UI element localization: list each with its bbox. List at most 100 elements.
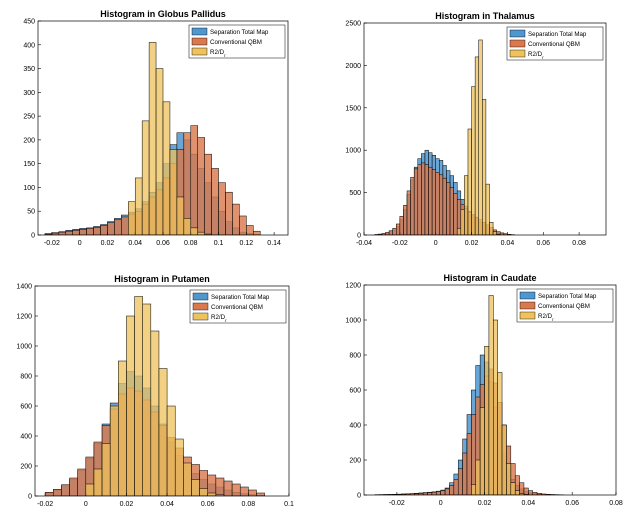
- histogram-bar-conventional: [431, 169, 436, 235]
- x-tick-label: 0.14: [267, 240, 281, 247]
- legend-label: Conventional QBM: [211, 304, 263, 311]
- histogram-bar-conventional: [471, 414, 476, 495]
- y-tick-label: 800: [20, 374, 32, 381]
- histogram-bar-conventional: [190, 125, 198, 235]
- histogram-bar-conventional: [436, 491, 441, 495]
- legend-label: R2/Dr: [211, 314, 227, 323]
- histogram-bar-conventional: [453, 193, 458, 235]
- histogram-bar-r2dr: [485, 183, 490, 235]
- histogram-bar-conventional: [466, 433, 472, 495]
- histogram-bar-r2dr: [199, 488, 208, 496]
- panel-thalamus: Histogram in Thalamus -0.04 -0.02 0 0.02 0.0…: [345, 11, 607, 247]
- histogram-bar-r2dr: [150, 330, 160, 496]
- x-tick-label: 0.06: [536, 240, 550, 247]
- x-tick-label: 0.04: [160, 501, 174, 508]
- histogram-bar-r2dr: [456, 227, 462, 235]
- legend-swatch: [191, 47, 208, 56]
- legend-label: Conventional QBM: [210, 39, 262, 46]
- legend-swatch: [519, 301, 536, 310]
- y-tick-label: 50: [27, 209, 35, 216]
- histogram-bar-conventional: [86, 228, 94, 235]
- panel-title: Histogram in Putamen: [114, 274, 210, 284]
- histogram-bar-r2dr: [85, 483, 95, 496]
- histogram-bar-conventional: [523, 487, 529, 495]
- y-tick-label: 200: [23, 137, 35, 144]
- panel-globus-pallidus: Histogram in Globus Pallidus -0.02 0 0.02 0…: [23, 9, 289, 247]
- histogram-bar-r2dr: [460, 209, 465, 235]
- x-tick-label: 0.02: [101, 240, 115, 247]
- y-tick-label: 350: [23, 66, 35, 73]
- y-tick-label: 1200: [345, 283, 361, 290]
- histogram-bar-r2dr: [197, 231, 205, 235]
- histogram-bar-r2dr: [155, 68, 164, 235]
- legend-label: Separation Total Map: [538, 293, 597, 300]
- histogram-bar-conventional: [114, 219, 122, 235]
- histogram-bar-r2dr: [141, 120, 150, 235]
- histogram-bar-r2dr: [93, 468, 103, 496]
- histogram-bar-conventional: [462, 452, 468, 495]
- histogram-bar-conventional: [519, 482, 525, 495]
- legend-label: R2/Dr: [528, 51, 544, 60]
- bars-group: [374, 295, 564, 495]
- histogram-bar-r2dr: [109, 405, 119, 496]
- x-tick-label: -0.04: [356, 240, 372, 247]
- y-tick-label: 600: [349, 388, 361, 395]
- panel-title: Histogram in Globus Pallidus: [100, 9, 226, 19]
- histogram-bar-conventional: [79, 229, 87, 235]
- y-tick-label: 300: [23, 90, 35, 97]
- histogram-bar-conventional: [53, 489, 62, 496]
- y-tick-label: 150: [23, 161, 35, 168]
- histogram-bar-conventional: [93, 227, 101, 235]
- histogram-bar-conventional: [211, 168, 219, 235]
- y-tick-label: 100: [23, 185, 35, 192]
- x-tick-label: 0.06: [201, 501, 215, 508]
- legend: Separation Total Map Conventional QBM R2/D…: [189, 289, 287, 324]
- histogram-bar-conventional: [218, 182, 226, 235]
- x-tick-label: -0.02: [389, 500, 405, 507]
- histogram-bar-conventional: [239, 215, 247, 235]
- y-tick-label: 0: [31, 233, 35, 240]
- histogram-bar-r2dr: [174, 438, 184, 496]
- histogram-bar-conventional: [58, 231, 67, 235]
- panel-title: Histogram in Thalamus: [435, 11, 535, 21]
- histogram-bar-conventional: [107, 222, 115, 235]
- axes-frame: [34, 285, 290, 497]
- y-tick-label: 200: [20, 464, 32, 471]
- histogram-bar-r2dr: [101, 443, 111, 496]
- x-tick-label: 0.1: [214, 240, 224, 247]
- histogram-bar-r2dr: [190, 227, 198, 235]
- histogram-bar-r2dr: [148, 42, 157, 235]
- histogram-bar-conventional: [424, 164, 429, 235]
- histogram-bar-r2dr: [166, 405, 176, 496]
- histogram-bar-conventional: [204, 153, 212, 235]
- x-tick-label: 0.02: [478, 500, 492, 507]
- histogram-bar-r2dr: [204, 233, 212, 235]
- histogram-bar-conventional: [253, 230, 261, 235]
- legend-label: Separation Total Map: [210, 29, 269, 36]
- histogram-bar-conventional: [417, 164, 422, 235]
- y-tick-label: 1200: [16, 314, 32, 321]
- histogram-bar-conventional: [413, 168, 419, 235]
- histogram-bar-r2dr: [471, 484, 476, 495]
- x-tick-label: 0.04: [501, 240, 515, 247]
- histogram-bar-conventional: [65, 230, 73, 235]
- legend-swatch: [509, 39, 526, 48]
- histogram-bar-conventional: [61, 484, 70, 496]
- y-tick-label: 0: [28, 494, 32, 501]
- x-tick-label: 0.02: [120, 501, 134, 508]
- y-tick-label: 400: [23, 42, 35, 49]
- histogram-bar-conventional: [442, 177, 447, 235]
- y-tick-label: 0: [357, 493, 361, 500]
- histogram-bar-r2dr: [126, 315, 135, 496]
- x-tick-label: 0.08: [184, 240, 198, 247]
- y-tick-label: 250: [23, 114, 35, 121]
- histogram-bar-r2dr: [510, 482, 516, 495]
- y-tick-label: 400: [349, 423, 361, 430]
- histogram-bar-conventional: [446, 182, 451, 235]
- legend-label: R2/Dr: [538, 313, 554, 322]
- histogram-bar-r2dr: [207, 492, 217, 496]
- panel-caudate: Histogram in Caudate -0.02 0 0.02 0.04 0.06 0…: [345, 273, 622, 507]
- x-tick-label: 0: [439, 500, 443, 507]
- histogram-bar-r2dr: [501, 424, 507, 495]
- legend-swatch: [191, 27, 208, 36]
